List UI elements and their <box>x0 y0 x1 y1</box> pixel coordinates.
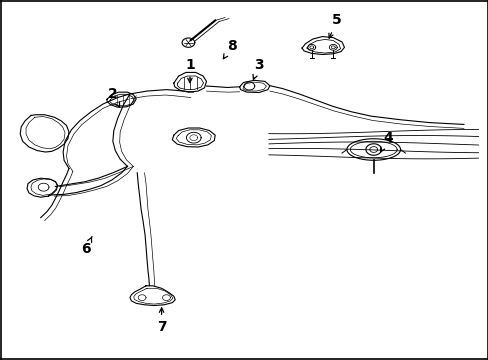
Text: 6: 6 <box>81 237 92 256</box>
Text: 2: 2 <box>108 87 119 107</box>
Text: 8: 8 <box>223 39 237 59</box>
Text: 5: 5 <box>328 13 341 38</box>
Text: 1: 1 <box>184 58 194 82</box>
Text: 3: 3 <box>252 58 264 79</box>
Text: 4: 4 <box>380 131 392 152</box>
Text: 7: 7 <box>157 308 166 334</box>
